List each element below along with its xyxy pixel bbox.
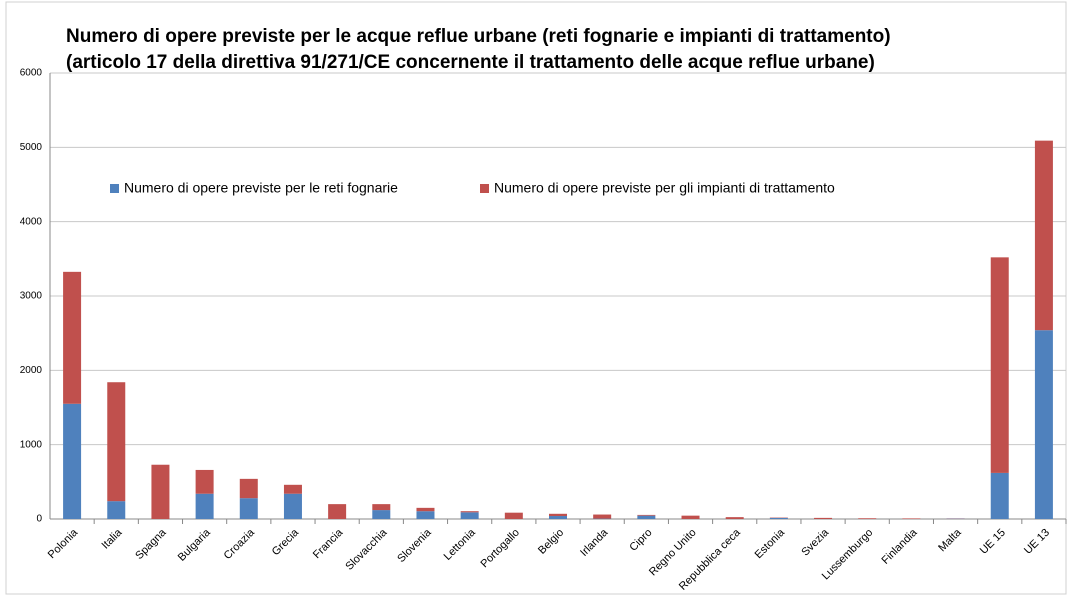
x-tick-label: Italia — [100, 526, 126, 552]
bar-segment — [283, 493, 302, 519]
bar-segment — [460, 511, 479, 513]
x-tick-label: Portogallo — [478, 527, 522, 571]
bar-segment — [372, 504, 391, 511]
legend-swatch — [110, 184, 119, 193]
bar-segment — [416, 507, 435, 512]
y-tick-label: 2000 — [20, 365, 43, 376]
x-tick-label: Slovenia — [395, 526, 434, 565]
bar-segment — [504, 512, 523, 519]
x-tick-label: Irlanda — [578, 526, 611, 559]
bar-segment — [107, 382, 126, 502]
x-tick-label: Svezia — [799, 526, 831, 558]
y-tick-label: 0 — [36, 514, 42, 525]
x-tick-label: Polonia — [46, 526, 81, 561]
bar-segment — [858, 518, 877, 519]
bar-segment — [372, 510, 391, 519]
x-tick-label: Cipro — [627, 527, 654, 554]
x-tick-label: Malta — [936, 526, 964, 554]
bar-segment — [63, 403, 82, 519]
chart-subtitle: (articolo 17 della direttiva 91/271/CE c… — [66, 52, 875, 73]
bar-segment — [283, 484, 302, 494]
bar-segment — [549, 516, 567, 519]
legend-label: Numero di opere previste per gli impiant… — [494, 180, 835, 196]
bar-segment — [769, 517, 788, 519]
bar-segment — [637, 514, 656, 516]
chart-title: Numero di opere previste per le acque re… — [66, 26, 891, 47]
bar-segment — [549, 513, 567, 517]
x-tick-label: UE 15 — [978, 527, 1008, 557]
bar-segment — [151, 464, 170, 519]
bar-segment — [1034, 330, 1053, 519]
bar-segment — [725, 517, 744, 519]
bar-segment — [637, 515, 656, 519]
legend-swatch — [480, 184, 489, 193]
x-tick-label: Grecia — [270, 526, 302, 558]
bar-segment — [107, 501, 126, 519]
y-tick-label: 3000 — [20, 291, 43, 302]
bar-segment — [681, 515, 700, 519]
bar-segment — [1034, 140, 1053, 331]
bar-segment — [460, 512, 479, 519]
bar-segment — [902, 518, 921, 519]
x-tick-label: Estonia — [753, 526, 788, 561]
bar-segment — [814, 517, 833, 519]
bar-segment — [990, 257, 1009, 473]
x-tick-label: Bulgaria — [176, 526, 214, 564]
bar-segment — [990, 472, 1009, 519]
x-tick-label: Finlandia — [880, 526, 921, 567]
bar-segment — [593, 514, 612, 519]
bar-segment — [195, 493, 214, 519]
x-tick-label: Spagna — [133, 526, 169, 562]
legend-label: Numero di opere previste per le reti fog… — [124, 180, 398, 196]
y-tick-label: 5000 — [20, 142, 43, 153]
x-tick-label: Francia — [311, 526, 346, 561]
bar-segment — [239, 498, 258, 519]
x-tick-label: UE 13 — [1022, 527, 1052, 557]
y-tick-label: 6000 — [20, 68, 43, 79]
x-tick-label: Slovacchia — [343, 526, 390, 573]
x-tick-label: Lettonia — [442, 526, 479, 563]
bar-segment — [63, 271, 82, 404]
y-tick-label: 4000 — [20, 216, 43, 227]
bar-segment — [328, 504, 347, 519]
bar-segment — [239, 478, 258, 499]
bar-segment — [416, 511, 435, 519]
x-tick-label: Belgio — [536, 527, 566, 557]
y-tick-label: 1000 — [20, 439, 43, 450]
bar-segment — [195, 469, 214, 494]
frame — [5, 1, 1067, 595]
x-tick-label: Croazia — [222, 526, 258, 562]
